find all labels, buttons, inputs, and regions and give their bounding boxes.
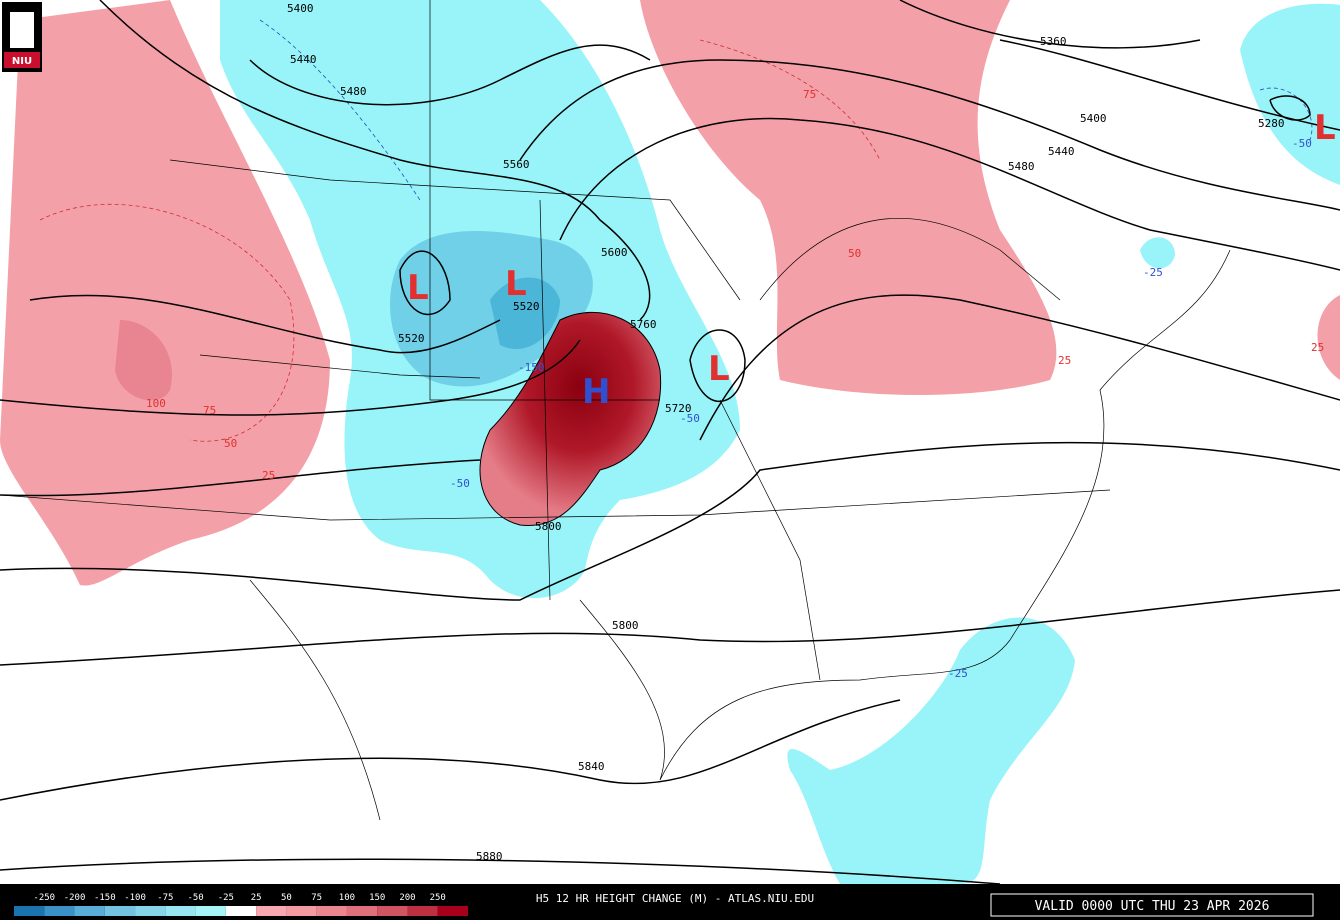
height-label: 5800 xyxy=(612,619,639,632)
legend-label: -50 xyxy=(187,893,203,903)
logo-tower xyxy=(10,12,34,48)
legend: -250 -200 -150 -100 -75 -50 -25 25 50 75 100 150 200… xyxy=(14,893,468,916)
legend-label: 75 xyxy=(311,893,322,903)
change-label: 75 xyxy=(203,404,216,417)
low-center: L xyxy=(708,349,730,389)
change-label: 50 xyxy=(848,247,861,260)
height-label: 5520 xyxy=(513,300,540,313)
legend-swatch xyxy=(225,906,257,916)
low-center: L xyxy=(407,268,429,308)
change-label: 100 xyxy=(146,397,166,410)
valid-time: VALID 0000 UTC THU 23 APR 2026 xyxy=(1035,899,1270,914)
change-label: 25 xyxy=(262,469,275,482)
change-label: 75 xyxy=(803,88,816,101)
height-label: 5400 xyxy=(1080,112,1107,125)
legend-label: 25 xyxy=(251,893,262,903)
legend-swatch xyxy=(14,906,45,916)
legend-swatch xyxy=(377,906,408,916)
change-label: -50 xyxy=(680,412,700,425)
borders xyxy=(0,0,1231,821)
legend-label: -250 xyxy=(33,893,55,903)
legend-label: 200 xyxy=(399,893,415,903)
legend-label: -150 xyxy=(94,893,116,903)
legend-label: 100 xyxy=(339,893,355,903)
legend-label: -100 xyxy=(124,893,146,903)
legend-swatch xyxy=(44,906,75,916)
logo: NIU xyxy=(2,2,42,72)
change-labels: 75 50 25 25 -25 -50 -50 100 75 50 25 -25… xyxy=(146,88,1324,680)
valid-box xyxy=(990,893,1314,917)
height-label: 5840 xyxy=(578,760,605,773)
height-label: 5400 xyxy=(287,2,314,15)
legend-swatch xyxy=(165,906,196,916)
legend-swatch xyxy=(104,906,136,916)
legend-label: 150 xyxy=(369,893,385,903)
rise-contours xyxy=(39,39,881,442)
rise-core xyxy=(115,320,172,401)
low-center: L xyxy=(505,264,527,304)
height-label: 5600 xyxy=(601,246,628,259)
footer-title: H5 12 HR HEIGHT CHANGE (M) - ATLAS.NIU.E… xyxy=(536,892,814,905)
height-labels: 5400 5440 5480 5560 5520 5520 5600 5760 … xyxy=(287,2,1285,863)
height-label: 5360 xyxy=(1040,35,1067,48)
legend-label: -25 xyxy=(218,893,234,903)
legend-swatch xyxy=(407,906,438,916)
height-label: 5800 xyxy=(535,520,562,533)
height-label: 5880 xyxy=(476,850,503,863)
fall-core xyxy=(390,231,593,387)
height-label: 5480 xyxy=(340,85,367,98)
height-label: 5520 xyxy=(398,332,425,345)
height-label: 5440 xyxy=(290,53,317,66)
height-label: 5440 xyxy=(1048,145,1075,158)
legend-label: -200 xyxy=(64,893,86,903)
legend-swatch xyxy=(195,906,226,916)
change-label: -25 xyxy=(948,667,968,680)
legend-swatch xyxy=(135,906,166,916)
legend-swatch xyxy=(256,906,287,916)
height-label: 5720 xyxy=(665,402,692,415)
height-label: 5280 xyxy=(1258,117,1285,130)
change-label: -50 xyxy=(1292,137,1312,150)
legend-swatch xyxy=(74,906,105,916)
legend-swatch xyxy=(437,906,468,916)
change-label: -25 xyxy=(1143,266,1163,279)
legend-swatch xyxy=(286,906,317,916)
high-center: H xyxy=(582,372,610,412)
low-center: L xyxy=(1314,108,1336,148)
legend-label: 250 xyxy=(430,893,446,903)
legend-label: 50 xyxy=(281,893,292,903)
logo-band xyxy=(4,52,40,68)
legend-swatch xyxy=(316,906,347,916)
logo-text: NIU xyxy=(12,56,32,67)
height-contours xyxy=(0,0,1340,885)
rise-max xyxy=(479,311,662,527)
height-label: 5480 xyxy=(1008,160,1035,173)
centers: L L L L H xyxy=(407,108,1336,412)
change-label: 50 xyxy=(224,437,237,450)
legend-label: -75 xyxy=(157,893,173,903)
change-label: -150 xyxy=(518,361,545,374)
change-label: -50 xyxy=(450,477,470,490)
legend-swatch xyxy=(346,906,378,916)
change-label: 25 xyxy=(1058,354,1071,367)
change-label: 25 xyxy=(1311,341,1324,354)
rise-areas xyxy=(0,0,1340,586)
height-label: 5760 xyxy=(630,318,657,331)
height-label: 5560 xyxy=(503,158,530,171)
